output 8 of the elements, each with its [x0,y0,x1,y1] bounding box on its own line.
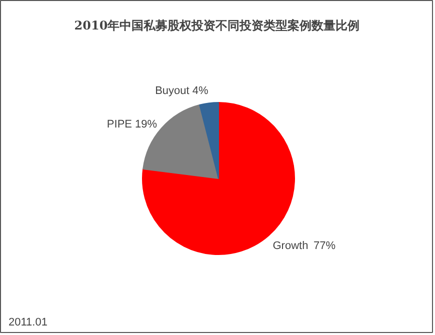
slice-label: Buyout [155,85,190,98]
slice-label: PIPE [106,118,132,130]
data-label: 19% [134,118,158,130]
data-label: 4% [192,85,208,98]
slice-label: Growth [272,240,308,252]
data-label: 77% [314,240,336,252]
chart-title: 2010年中国私募股权投资不同投资类型案例数量比例 [74,18,360,32]
text: 2011.01 [8,316,48,328]
